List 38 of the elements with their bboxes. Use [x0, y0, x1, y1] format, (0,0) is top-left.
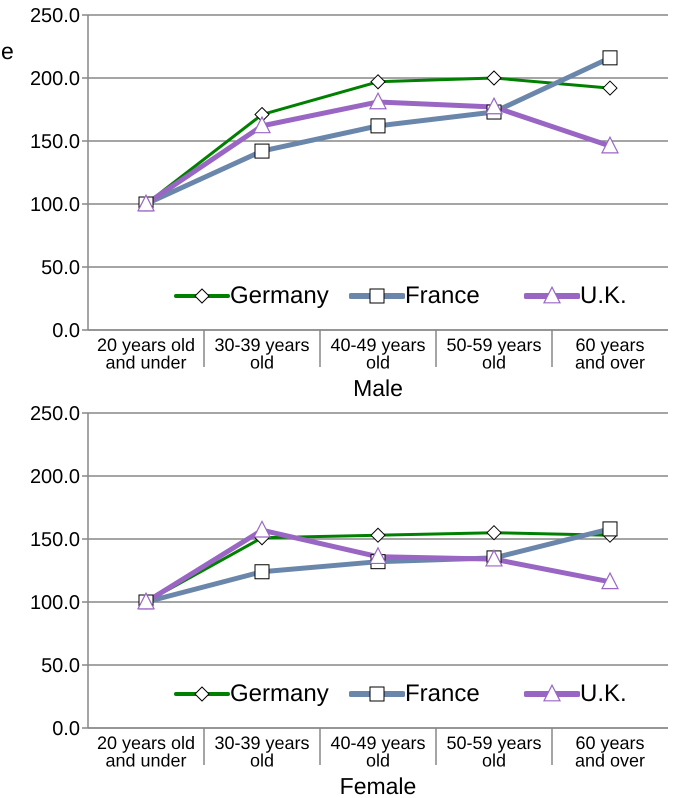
legend-label: Germany [230, 680, 329, 708]
y-tick-label: 100.0 [30, 592, 80, 614]
x-tick-label: 40-49 years old [330, 335, 426, 372]
legend-label: France [405, 680, 480, 708]
y-tick-label: 250.0 [30, 5, 80, 28]
point [369, 92, 387, 110]
x-tick-label: 30-39 years old [214, 733, 310, 770]
y-axis-title: e [1, 38, 14, 64]
point [369, 547, 387, 564]
x-tick-label: 40-49 years old [330, 733, 426, 770]
x-tick-label: 20 years old and under [96, 335, 196, 372]
y-tick-label: 150.0 [30, 529, 80, 552]
y-tick-label: 50.0 [41, 257, 80, 280]
y-tick-label: 50.0 [41, 655, 80, 678]
x-tick-label: 60 years and over [574, 733, 646, 770]
x-tick-label: 20 years old and under [96, 733, 196, 770]
x-tick-label: 50-59 years old [446, 335, 542, 372]
point [253, 116, 271, 134]
y-tick-label: 200.0 [30, 466, 80, 488]
legend-label: France [405, 282, 480, 310]
point [601, 136, 619, 154]
y-tick-label: 150.0 [30, 131, 80, 154]
y-tick-label: 250.0 [30, 403, 80, 426]
y-tick-label: 100.0 [30, 194, 80, 216]
point [485, 98, 503, 114]
y-tick-label: 0.0 [52, 320, 80, 342]
y-tick-label: 200.0 [30, 68, 80, 90]
point [601, 572, 619, 590]
legend-label: U.K. [580, 680, 627, 708]
x-tick-label: 60 years and over [574, 335, 646, 372]
y-tick-label: 0.0 [52, 718, 80, 740]
x-tick-label: 30-39 years old [214, 335, 310, 372]
x-tick-label: 50-59 years old [446, 733, 542, 770]
x-axis-title: Female [340, 773, 416, 798]
legend-label: Germany [230, 282, 329, 310]
point [253, 520, 271, 538]
x-axis-title: Male [353, 375, 403, 401]
legend-label: U.K. [580, 282, 627, 310]
